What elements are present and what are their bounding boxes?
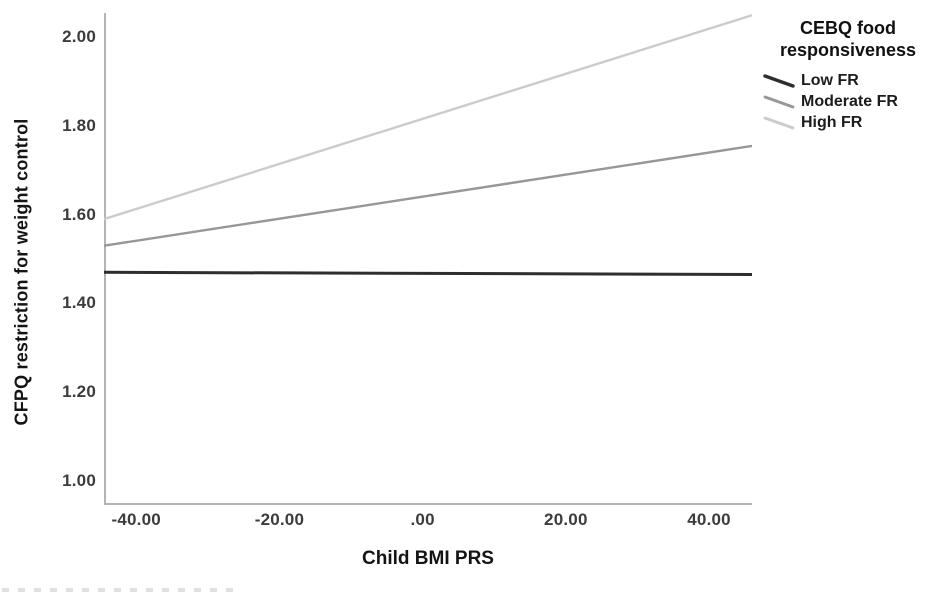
legend-item-moderate-fr: Moderate FR [763, 91, 939, 112]
plot-area [104, 13, 752, 505]
legend-item-high-fr: High FR [763, 112, 939, 133]
x-tick-label: 40.00 [687, 510, 731, 529]
x-tick-label: .00 [410, 510, 435, 529]
x-tick-label: -20.00 [254, 510, 305, 529]
legend-item-label: Low FR [801, 71, 859, 89]
legend: CEBQ food responsiveness Low FR Moderate… [757, 17, 939, 133]
legend-title: CEBQ food responsiveness [779, 18, 917, 60]
legend-item-label: Moderate FR [801, 92, 898, 110]
x-axis-title: Child BMI PRS [362, 548, 494, 569]
moderate-fr-line-swatch-icon [763, 95, 795, 108]
y-tick-label: 1.20 [62, 381, 96, 401]
series-line-moderate-fr [104, 144, 752, 247]
y-tick-label: 1.80 [62, 116, 96, 136]
series-line-low-fr [104, 270, 752, 277]
x-tick-label: 20.00 [544, 510, 588, 529]
legend-item-low-fr: Low FR [763, 70, 939, 91]
x-tick-label: -40.00 [111, 510, 161, 529]
y-tick-label: 2.00 [62, 27, 96, 47]
low-fr-line-swatch-icon [763, 73, 795, 88]
cropped-text-fragment [2, 588, 240, 592]
y-axis-tick-labels: 1.00 1.20 1.40 1.60 1.80 2.00 [0, 0, 96, 593]
y-tick-label: 1.60 [62, 204, 96, 224]
y-tick-label: 1.00 [62, 470, 96, 490]
legend-item-label: High FR [801, 113, 863, 131]
legend-items: Low FR Moderate FR High FR [757, 70, 939, 133]
high-fr-line-swatch-icon [763, 116, 795, 129]
series-line-high-fr [104, 14, 752, 221]
y-tick-label: 1.40 [62, 293, 96, 313]
